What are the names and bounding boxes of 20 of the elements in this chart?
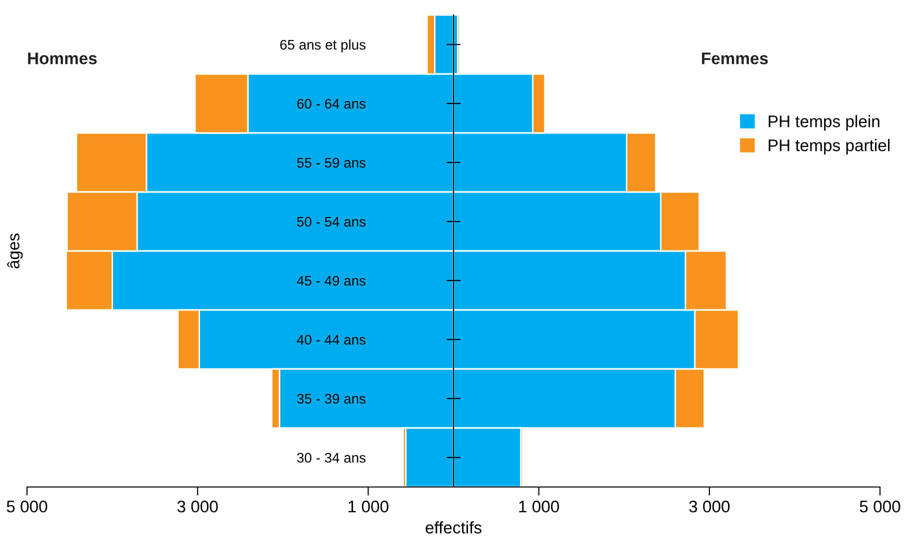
legend-label: PH temps plein [768,115,880,131]
y-tick-label: 40 - 44 ans [296,334,366,345]
x-tick-label: 1 000 [348,500,388,512]
annotation: Hommes [28,52,97,64]
x-tick-label: 3 000 [689,500,730,512]
y-tick-label: 60 - 64 ans [297,98,366,109]
y-tick-label: 55 - 59 ans [297,158,366,168]
x-tick-label: 5 000 [860,500,900,512]
y-tick-label: 50 - 54 ans [297,216,366,227]
x-tick-label: 3 000 [177,500,218,512]
y-tick-label: 35 - 39 ans [297,394,366,404]
legend-label: PH temps partiel [768,139,890,155]
y-tick-label: 65 ans et plus [280,39,366,52]
x-axis-title: effectifs [426,521,482,534]
y-tick-label: 30 - 34 ans [297,452,366,463]
y-tick-label: 45 - 49 ans [296,276,366,286]
x-tick-label: 5 000 [6,500,48,512]
x-tick-label: 1 000 [519,500,560,512]
y-axis-title: âges [7,234,23,268]
annotation: Femmes [702,52,768,64]
